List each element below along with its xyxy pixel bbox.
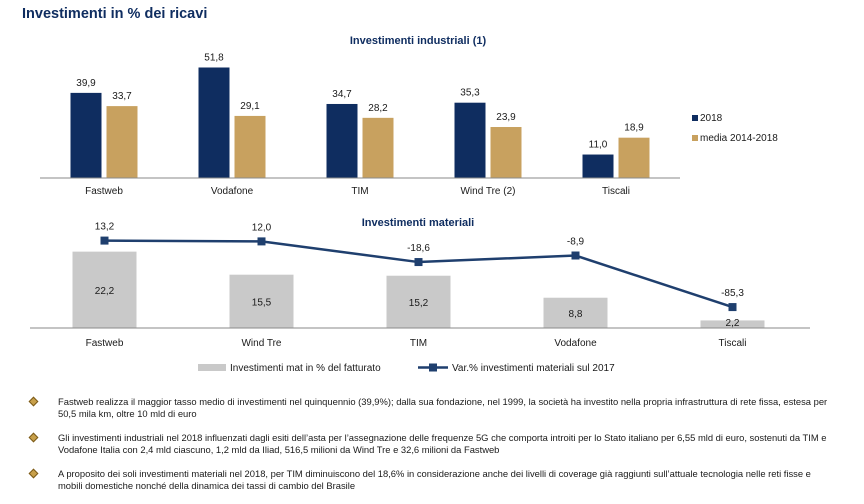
bar	[229, 274, 294, 328]
chart-material-legend: Investimenti mat in % del fatturato Var.…	[198, 363, 615, 374]
data-label: 51,8	[204, 52, 224, 63]
bar	[234, 115, 266, 178]
data-label: 33,7	[112, 91, 132, 102]
chart-material-bars: 22,2 15,5 15,2 8,8 2,2	[72, 251, 765, 329]
bar-data-label: 22,2	[95, 286, 115, 297]
bullet-list: Fastweb realizza il maggior tasso medio …	[28, 396, 830, 504]
line-data-label: 12,0	[252, 222, 272, 233]
bar	[454, 102, 486, 178]
x-tick-label: Fastweb	[85, 186, 123, 197]
legend-swatch-bars	[198, 364, 226, 371]
bar	[582, 154, 614, 178]
x-tick-label: Fastweb	[86, 338, 124, 349]
line-data-label: -85,3	[721, 288, 744, 299]
chart-industrial: Investimenti industriali (1) 39,9 33,7 51,…	[40, 35, 778, 197]
chart-material-ticks: Fastweb Wind Tre TIM Vodafone Tiscali	[86, 338, 747, 349]
legend-label-media: media 2014-2018	[700, 133, 778, 144]
bullet-item: Gli investimenti industriali nel 2018 in…	[28, 432, 830, 456]
bar	[106, 106, 138, 178]
line-point	[571, 251, 580, 260]
x-tick-label: Vodafone	[554, 338, 597, 349]
line-point	[257, 237, 266, 246]
legend-label-line: Var.% investimenti materiali sul 2017	[452, 363, 615, 374]
data-label: 28,2	[368, 103, 388, 114]
x-tick-label: Tiscali	[719, 338, 747, 349]
page-title: Investimenti in % dei ricavi	[22, 6, 208, 22]
bar	[70, 92, 102, 178]
data-label: 23,9	[496, 112, 516, 123]
x-tick-label: TIM	[351, 186, 368, 197]
bar-data-label: 15,5	[252, 297, 272, 308]
diamond-bullet-icon	[28, 432, 39, 443]
bar	[386, 275, 451, 328]
bar	[198, 67, 230, 178]
chart-industrial-legend: 2018 media 2014-2018	[692, 113, 778, 144]
legend-swatch-2018	[692, 115, 698, 121]
bullet-text: Gli investimenti industriali nel 2018 in…	[58, 432, 827, 455]
line-point	[414, 258, 423, 267]
line-point	[100, 236, 109, 245]
data-label: 39,9	[76, 78, 96, 89]
bar	[326, 103, 358, 178]
chart-industrial-title: Investimenti industriali (1)	[350, 35, 487, 47]
legend-label-bars: Investimenti mat in % del fatturato	[230, 363, 381, 374]
bar	[72, 251, 137, 328]
line-point	[728, 303, 737, 312]
chart-industrial-bars: 39,9 33,7 51,8 29,1 34,7 28,2 35,3 23,9 11,0 18,9	[70, 52, 650, 178]
data-label: 29,1	[240, 101, 260, 112]
x-tick-label: Wind Tre (2)	[460, 186, 515, 197]
bar	[362, 117, 394, 178]
bar	[490, 127, 522, 178]
data-label: 34,7	[332, 89, 352, 100]
legend-swatch-line-marker	[429, 363, 437, 372]
chart-industrial-ticks: Fastweb Vodafone TIM Wind Tre (2) Tiscali	[85, 186, 630, 197]
data-label: 35,3	[460, 88, 480, 99]
legend-label-2018: 2018	[700, 113, 723, 124]
data-label: 18,9	[624, 123, 644, 134]
bar	[543, 297, 608, 328]
line-data-label: -8,9	[567, 237, 585, 248]
x-tick-label: Tiscali	[602, 186, 630, 197]
x-tick-label: Vodafone	[211, 186, 254, 197]
chart-material-line: 13,2 12,0 -18,6 -8,9 -85,3	[95, 222, 744, 312]
charts-canvas: Investimenti industriali (1) 39,9 33,7 51,…	[30, 35, 810, 374]
bullet-item: Fastweb realizza il maggior tasso medio …	[28, 396, 830, 420]
diamond-bullet-icon	[28, 468, 39, 479]
bar-data-label: 2,2	[726, 318, 740, 329]
x-tick-label: TIM	[410, 338, 427, 349]
line-data-label: -18,6	[407, 243, 430, 254]
chart-material-title: Investimenti materiali	[362, 217, 475, 229]
bar	[618, 137, 650, 178]
line-data-label: 13,2	[95, 222, 115, 233]
data-label: 11,0	[589, 140, 608, 151]
bar-data-label: 8,8	[569, 309, 583, 320]
x-tick-label: Wind Tre	[241, 338, 281, 349]
bar	[700, 320, 765, 328]
legend-swatch-media	[692, 135, 698, 141]
diamond-bullet-icon	[28, 396, 39, 407]
bar-data-label: 15,2	[409, 298, 429, 309]
bullet-text: A proposito dei soli investimenti materi…	[58, 468, 811, 491]
bullet-item: A proposito dei soli investimenti materi…	[28, 468, 830, 492]
chart-material: Investimenti materiali 22,2 15,5 15,2 8,8 2,…	[30, 217, 810, 374]
bullet-text: Fastweb realizza il maggior tasso medio …	[58, 396, 828, 419]
